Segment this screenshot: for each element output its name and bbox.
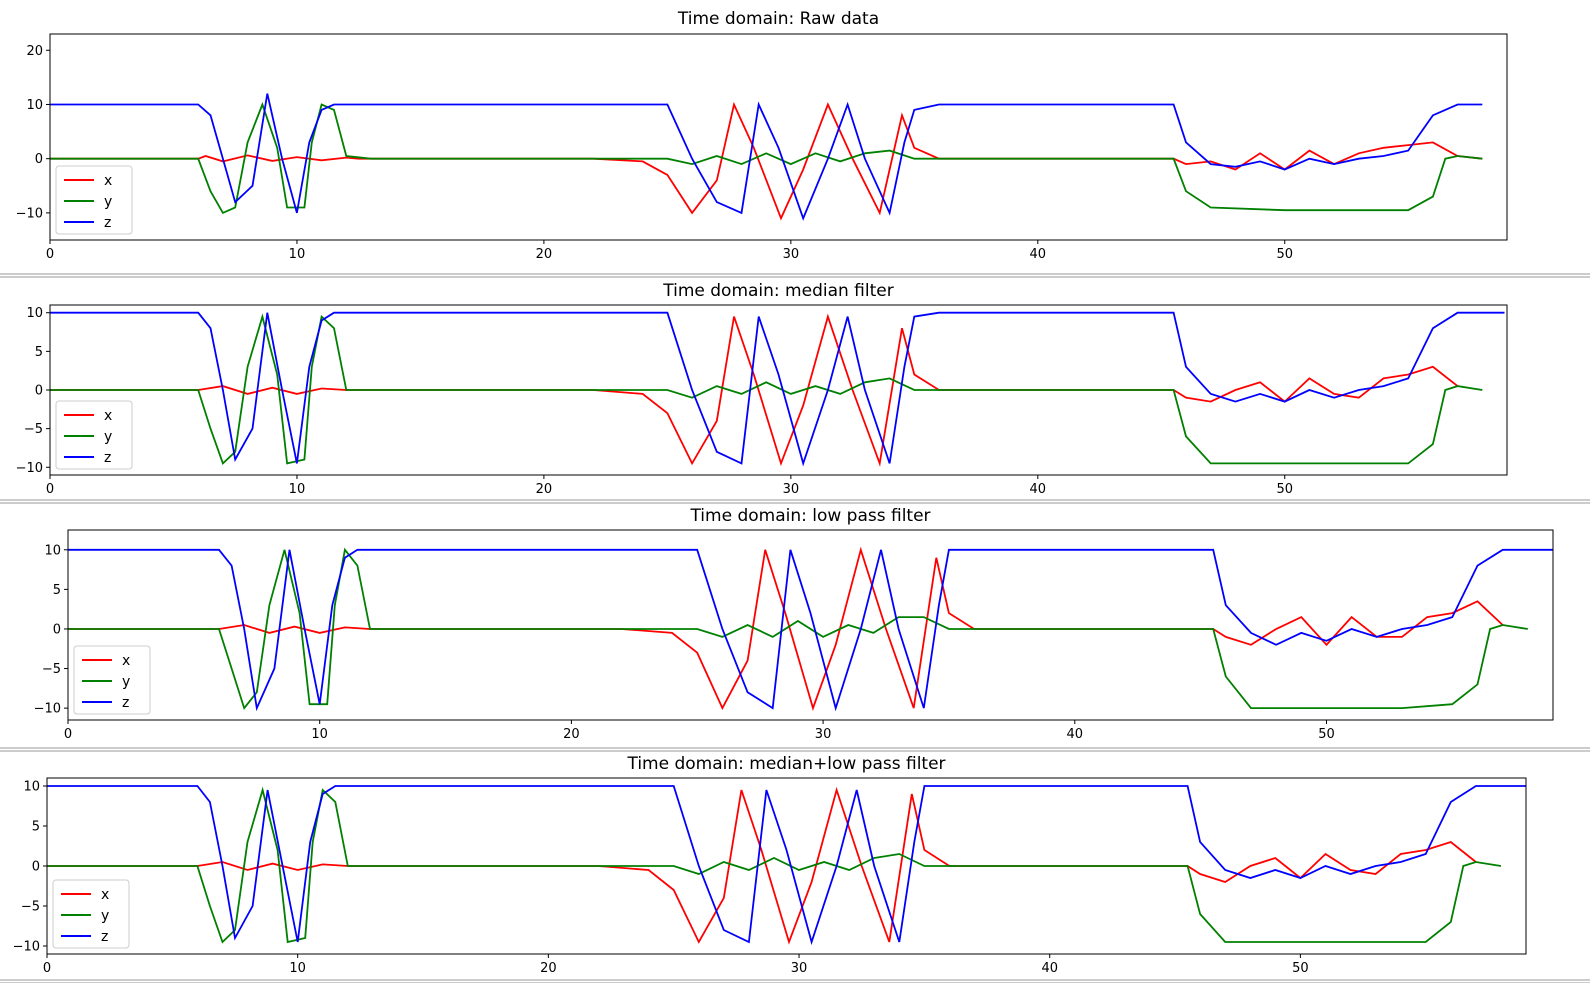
chart-title: Time domain: median+low pass filter xyxy=(626,754,945,774)
x-tick-label: 0 xyxy=(64,727,72,742)
legend-label-y: y xyxy=(104,194,112,210)
legend-label-x: x xyxy=(104,173,112,189)
legend: xyz xyxy=(73,645,151,715)
y-tick-label: 0 xyxy=(35,384,43,399)
y-tick-label: 10 xyxy=(44,543,61,558)
y-tick-label: −10 xyxy=(16,461,43,476)
x-tick-label: 10 xyxy=(289,482,306,497)
legend-label-z: z xyxy=(122,695,129,711)
y-tick-label: 10 xyxy=(26,98,43,113)
x-tick-label: 30 xyxy=(815,727,832,742)
series-line-y xyxy=(50,313,1483,466)
legend-label-y: y xyxy=(104,429,112,445)
plot-frame xyxy=(49,304,1508,476)
series-line-y xyxy=(47,786,1502,944)
series-line-y xyxy=(68,547,1528,710)
x-tick-label: 40 xyxy=(1030,247,1047,262)
chart-title: Time domain: Raw data xyxy=(677,9,879,29)
x-tick-label: 10 xyxy=(289,961,306,976)
legend-label-y: y xyxy=(122,674,130,690)
y-tick-label: 0 xyxy=(32,860,40,875)
legend-label-z: z xyxy=(104,215,111,231)
series-line-z xyxy=(47,785,1526,946)
series-line-x xyxy=(50,313,1459,467)
legend-label-z: z xyxy=(101,929,108,945)
x-tick-label: 50 xyxy=(1276,247,1293,262)
legend-label-x: x xyxy=(104,408,112,424)
x-tick-label: 0 xyxy=(43,961,51,976)
y-tick-label: 10 xyxy=(26,306,43,321)
x-tick-label: 0 xyxy=(46,247,54,262)
y-tick-label: −10 xyxy=(13,940,40,955)
series-line-x xyxy=(50,101,1483,221)
x-tick-label: 10 xyxy=(311,727,328,742)
legend-label-x: x xyxy=(101,887,109,903)
legend: xyz xyxy=(52,879,130,949)
x-tick-label: 20 xyxy=(563,727,580,742)
plot-frame xyxy=(46,777,1527,955)
y-tick-label: 0 xyxy=(53,622,61,637)
x-tick-label: 30 xyxy=(783,482,800,497)
x-tick-label: 0 xyxy=(46,482,54,497)
x-tick-label: 40 xyxy=(1030,482,1047,497)
series-line-x xyxy=(47,786,1477,945)
chart-title: Time domain: low pass filter xyxy=(689,506,930,526)
series-line-z xyxy=(68,548,1553,712)
y-tick-label: −10 xyxy=(34,702,61,717)
legend-label-x: x xyxy=(122,653,130,669)
chart-title: Time domain: median filter xyxy=(662,281,893,301)
series-line-x xyxy=(68,546,1504,712)
x-tick-label: 30 xyxy=(791,961,808,976)
series-line-z xyxy=(50,311,1505,467)
x-tick-label: 50 xyxy=(1318,727,1335,742)
series-line-z xyxy=(50,93,1483,221)
y-tick-label: 5 xyxy=(35,345,43,360)
legend: xyz xyxy=(55,165,133,235)
x-tick-label: 40 xyxy=(1067,727,1084,742)
x-tick-label: 40 xyxy=(1041,961,1058,976)
chart-panel-4: Time domain: median+low pass filter 0 10 20… xyxy=(13,754,1527,976)
x-tick-label: 10 xyxy=(289,247,306,262)
y-tick-label: 5 xyxy=(53,583,61,598)
x-tick-label: 50 xyxy=(1292,961,1309,976)
x-tick-label: 20 xyxy=(540,961,557,976)
legend: xyz xyxy=(55,400,133,470)
x-tick-label: 20 xyxy=(536,247,553,262)
legend-label-z: z xyxy=(104,450,111,466)
x-tick-label: 30 xyxy=(783,247,800,262)
legend-label-y: y xyxy=(101,908,109,924)
y-tick-label: −5 xyxy=(21,900,40,915)
y-tick-label: −5 xyxy=(42,662,61,677)
x-tick-label: 50 xyxy=(1276,482,1293,497)
y-tick-label: −10 xyxy=(16,206,43,221)
plot-frame xyxy=(49,33,1508,241)
y-tick-label: 5 xyxy=(32,820,40,835)
chart-panel-1: Time domain: Raw data 0 10 20 30 40 50 −10 0 10 20… xyxy=(16,9,1508,262)
y-tick-label: 0 xyxy=(35,152,43,167)
y-tick-label: −5 xyxy=(24,422,43,437)
plot-frame xyxy=(67,529,1554,721)
y-tick-label: 20 xyxy=(26,44,43,59)
series-line-y xyxy=(50,101,1483,215)
x-tick-label: 20 xyxy=(536,482,553,497)
y-tick-label: 10 xyxy=(23,780,40,795)
